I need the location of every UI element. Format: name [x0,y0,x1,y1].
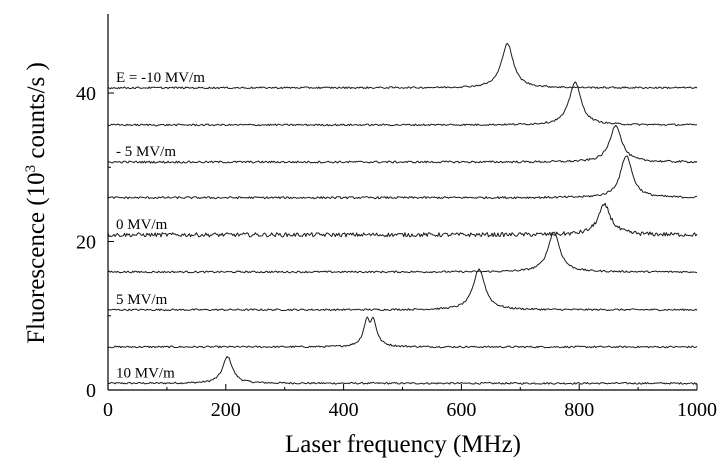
trace-annotation-0: E = -10 MV/m [116,70,205,86]
x-tick-label-5: 1000 [677,399,717,421]
trace-line-6 [107,124,698,164]
x-tick-label-2: 400 [329,399,359,421]
y-axis-title-unit: counts/s ) [23,62,50,165]
trace-line-4 [107,202,698,238]
y-tick-label-0: 0 [86,380,96,402]
trace-group [107,42,698,385]
trace-annotation-1: - 5 MV/m [116,144,176,160]
y-axis-title-main: Fluorescence (10 [23,172,50,343]
y-tick-label-1: 20 [76,232,96,254]
trace-line-1 [107,316,698,349]
x-tick-label-1: 200 [211,399,241,421]
y-tick-group: 0 20 40 [76,83,114,402]
y-axis-title: Fluorescence (103 counts/s ) [23,62,50,344]
x-tick-label-0: 0 [103,399,113,421]
trace-line-8 [107,42,698,90]
x-tick-label-3: 600 [446,399,476,421]
x-tick-label-4: 800 [564,399,594,421]
y-tick-label-2: 40 [76,83,96,105]
trace-line-7 [107,81,697,127]
trace-line-5 [107,155,697,200]
trace-line-0 [107,356,698,385]
trace-line-3 [107,231,698,274]
trace-line-2 [108,268,698,312]
y-axis-title-exponent: 3 [23,165,39,173]
annotation-group: E = -10 MV/m - 5 MV/m 0 MV/m 5 MV/m 10 MV/m [116,70,205,381]
trace-annotation-3: 5 MV/m [116,292,168,308]
x-tick-group: 0 200 400 600 800 1000 [103,384,717,421]
trace-annotation-2: 0 MV/m [116,217,168,233]
trace-annotation-4: 10 MV/m [116,365,175,381]
x-axis-title: Laser frequency (MHz) [285,431,521,458]
